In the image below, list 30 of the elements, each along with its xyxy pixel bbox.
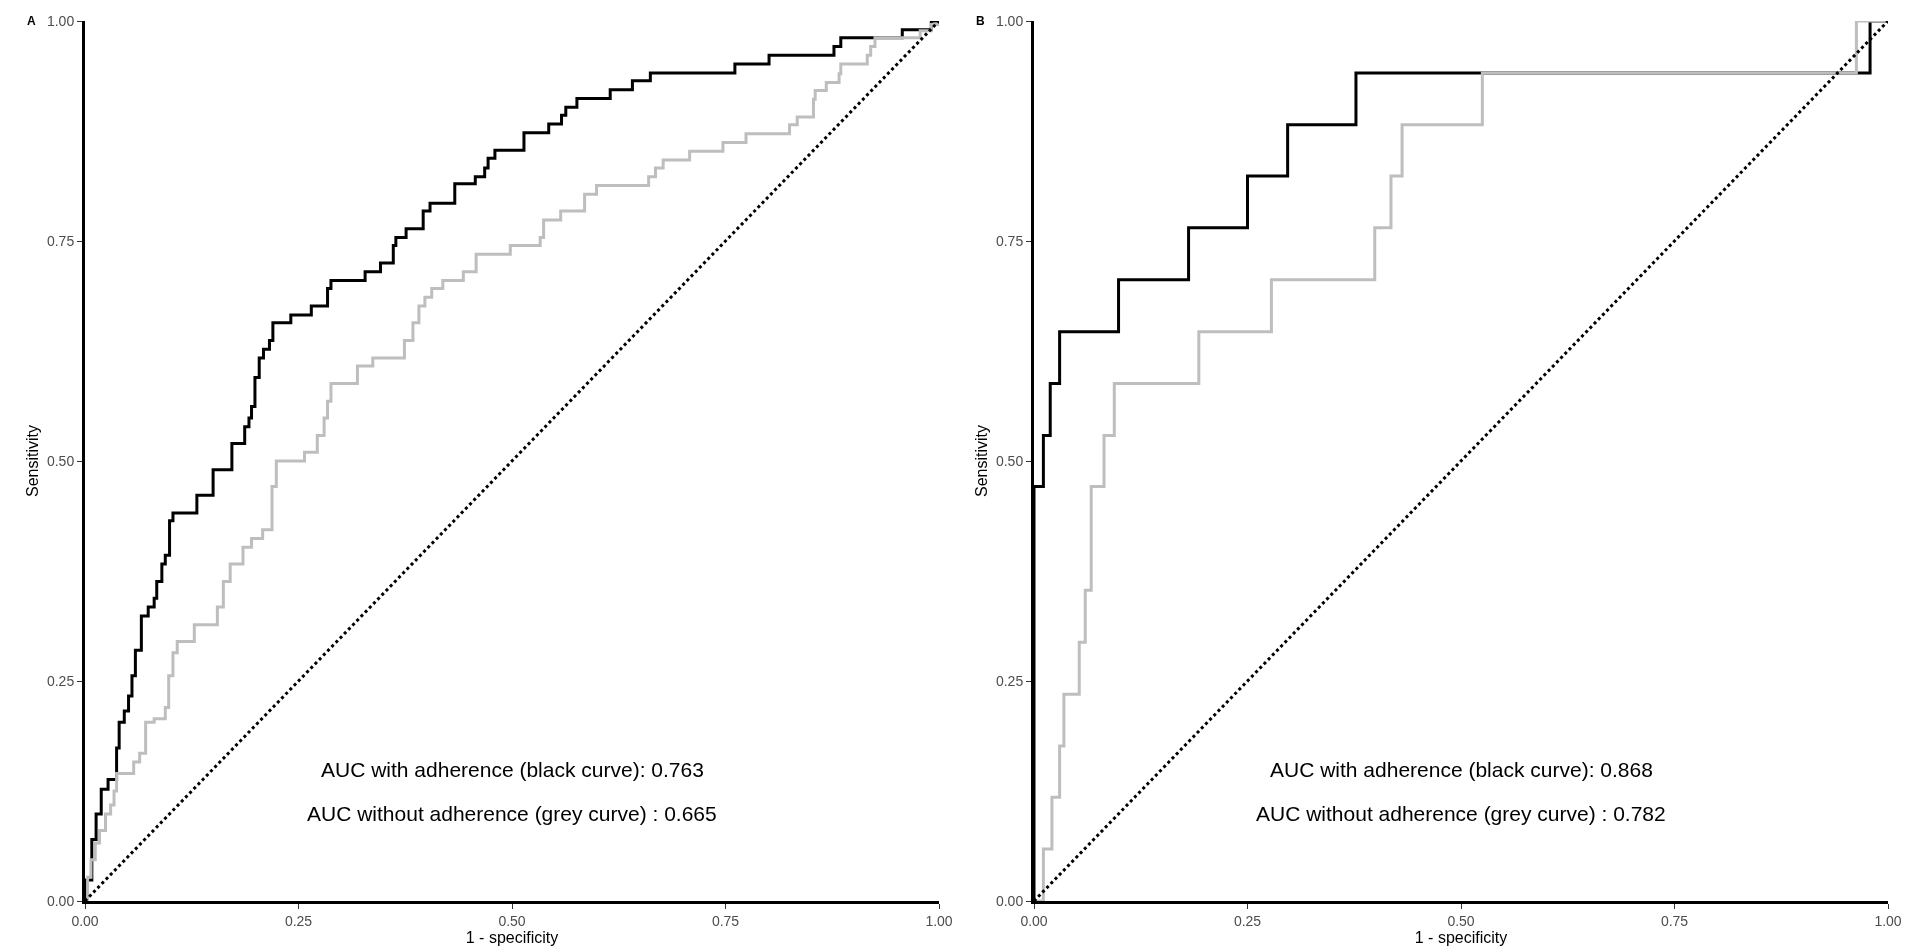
y-tick-label: 0.75 xyxy=(995,232,1024,249)
x-tick-label: 0.75 xyxy=(1660,912,1689,929)
y-tick-label: 0.50 xyxy=(995,452,1024,469)
x-axis-title: 1 - specificity xyxy=(1414,929,1508,947)
y-tick-label: 0.00 xyxy=(46,892,75,909)
y-tick-label: 0.50 xyxy=(46,452,75,469)
y-tick-label: 0.25 xyxy=(46,672,75,689)
x-tick-label: 0.00 xyxy=(71,912,99,929)
annotation: AUC with adherence (black curve): 0.868 xyxy=(1270,758,1653,781)
x-tick-label: 0.00 xyxy=(1020,912,1048,929)
x-tick-label: 0.50 xyxy=(1447,912,1475,929)
x-tick-label: 1.00 xyxy=(1874,912,1902,929)
x-tick-label: 0.25 xyxy=(1233,912,1262,929)
y-tick-label: 1.00 xyxy=(46,12,75,29)
y-axis-title: Sensitivity xyxy=(972,424,990,498)
y-tick-label: 0.00 xyxy=(995,892,1024,909)
x-axis-title: 1 - specificity xyxy=(465,929,559,947)
y-axis-title: Sensitivity xyxy=(23,424,41,498)
x-tick-label: 1.00 xyxy=(925,912,953,929)
chart-title: A xyxy=(27,14,36,28)
x-tick-label: 0.75 xyxy=(711,912,740,929)
y-tick-label: 0.75 xyxy=(46,232,75,249)
y-tick-label: 0.25 xyxy=(995,672,1024,689)
x-tick-label: 0.50 xyxy=(498,912,526,929)
annotation: AUC with adherence (black curve): 0.763 xyxy=(321,758,704,781)
y-tick-label: 1.00 xyxy=(995,12,1024,29)
annotation: AUC without adherence (grey curve) : 0.782 xyxy=(1256,802,1666,825)
chart-title: B xyxy=(976,14,985,28)
annotation: AUC without adherence (grey curve) : 0.665 xyxy=(307,802,717,825)
x-tick-label: 0.25 xyxy=(284,912,313,929)
